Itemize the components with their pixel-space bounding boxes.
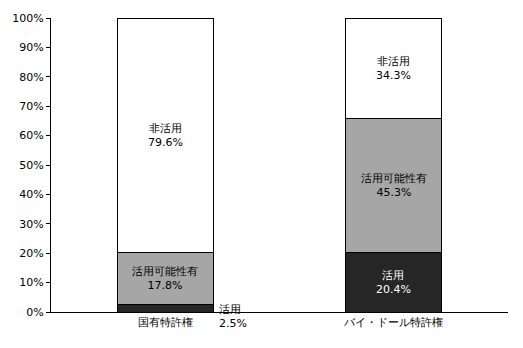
svg-text:0%: 0% bbox=[26, 306, 43, 319]
svg-text:活用可能性有17.8%: 活用可能性有17.8% bbox=[132, 265, 198, 292]
svg-text:60%: 60% bbox=[19, 129, 43, 142]
svg-text:30%: 30% bbox=[19, 218, 43, 231]
svg-text:70%: 70% bbox=[19, 100, 43, 113]
svg-text:非活用79.6%: 非活用79.6% bbox=[148, 122, 183, 149]
svg-text:20%: 20% bbox=[19, 247, 43, 260]
svg-text:50%: 50% bbox=[19, 159, 43, 172]
svg-text:10%: 10% bbox=[19, 276, 43, 289]
svg-text:活用20.4%: 活用20.4% bbox=[376, 269, 411, 296]
svg-text:活用可能性有45.3%: 活用可能性有45.3% bbox=[361, 172, 427, 199]
svg-text:国有特許権: 国有特許権 bbox=[138, 316, 193, 329]
svg-text:80%: 80% bbox=[19, 71, 43, 84]
svg-text:非活用34.3%: 非活用34.3% bbox=[376, 55, 411, 82]
svg-text:100%: 100% bbox=[12, 12, 43, 25]
svg-text:90%: 90% bbox=[19, 41, 43, 54]
svg-text:40%: 40% bbox=[19, 188, 43, 201]
svg-text:バイ・ドール特許権: バイ・ドール特許権 bbox=[343, 316, 443, 329]
svg-text:活用2.5%: 活用2.5% bbox=[219, 303, 247, 330]
